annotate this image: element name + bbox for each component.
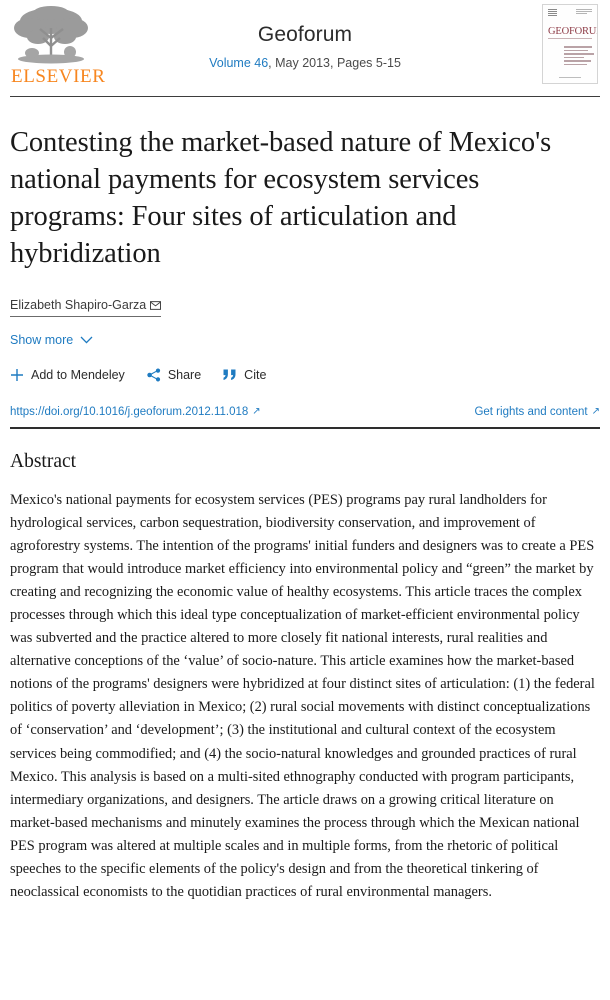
issue-meta-text: , May 2013, Pages 5-15 <box>268 56 401 70</box>
cover-journal-name: GEOFORUM <box>548 26 597 37</box>
show-more-button[interactable]: Show more <box>10 333 93 347</box>
abstract-heading: Abstract <box>10 450 77 472</box>
masthead-divider <box>10 96 600 97</box>
volume-link[interactable]: Volume 46 <box>209 56 269 70</box>
external-link-icon: ↗ <box>591 406 600 417</box>
abstract-body: Mexico's national payments for ecosystem… <box>10 491 595 901</box>
elsevier-logo[interactable]: ELSEVIER <box>8 4 105 90</box>
envelope-icon[interactable] <box>150 298 162 314</box>
journal-title[interactable]: Geoforum <box>257 23 353 46</box>
doi-text: https://doi.org/10.1016/j.geoforum.2012.… <box>10 406 249 418</box>
journal-masthead: ELSEVIER Geoforum Volume 46, May 2013, P… <box>0 0 610 96</box>
quote-icon <box>223 369 237 381</box>
cover-divider <box>548 38 592 39</box>
doi-rights-row: https://doi.org/10.1016/j.geoforum.2012.… <box>10 406 600 418</box>
section-divider <box>10 427 600 429</box>
cover-top-row <box>548 9 592 17</box>
cover-footer-line <box>543 76 597 78</box>
cover-contents-lines <box>564 46 594 65</box>
author-row: Elizabeth Shapiro-Garza <box>10 296 600 317</box>
show-more-label: Show more <box>10 333 74 347</box>
journal-cover-thumbnail[interactable]: GEOFORUM <box>542 4 598 84</box>
page-title: Contesting the market-based nature of Me… <box>10 127 552 269</box>
cover-top-text-lines <box>576 9 592 15</box>
add-to-mendeley-button[interactable]: Add to Mendeley <box>10 368 125 382</box>
doi-link[interactable]: https://doi.org/10.1016/j.geoforum.2012.… <box>10 406 261 418</box>
article-content: Contesting the market-based nature of Me… <box>0 124 610 904</box>
elsevier-tree-icon <box>14 6 88 64</box>
rights-text: Get rights and content <box>474 406 588 418</box>
author-name-text: Elizabeth Shapiro-Garza <box>10 298 147 312</box>
share-label: Share <box>167 368 202 382</box>
cover-logo-mark-icon <box>548 9 557 17</box>
cite-button[interactable]: Cite <box>223 368 266 382</box>
get-rights-and-content-link[interactable]: Get rights and content ↗ <box>474 406 600 418</box>
external-link-icon: ↗ <box>252 406 261 417</box>
article-actions: Add to Mendeley Share Cite <box>10 368 600 382</box>
cite-label: Cite <box>244 368 267 382</box>
chevron-down-icon <box>80 333 93 347</box>
share-icon <box>147 368 161 382</box>
elsevier-wordmark: ELSEVIER <box>11 66 106 87</box>
author-name[interactable]: Elizabeth Shapiro-Garza <box>10 297 162 317</box>
add-to-mendeley-label: Add to Mendeley <box>31 368 125 382</box>
journal-issue-meta: Volume 46, May 2013, Pages 5-15 <box>0 55 610 71</box>
plus-icon <box>10 368 24 382</box>
share-button[interactable]: Share <box>147 368 201 382</box>
journal-title-block: Geoforum Volume 46, May 2013, Pages 5-15 <box>0 22 610 71</box>
